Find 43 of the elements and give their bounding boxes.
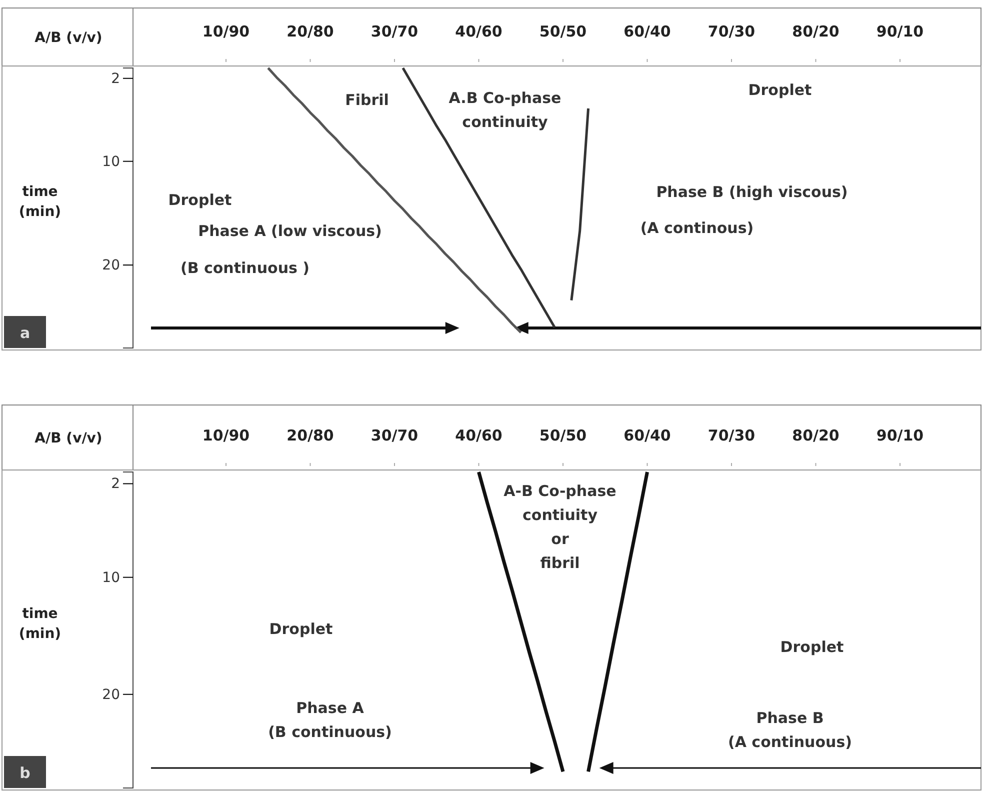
x-tick-label: 20/80 (286, 426, 334, 445)
y-tick-label: 10 (102, 570, 120, 586)
annotation: Phase B (A continuous) (728, 709, 852, 751)
x-axis-title: A/B (v/v) (34, 430, 102, 446)
annotation: Droplet (269, 620, 333, 638)
annotation: (B continuous ) (180, 259, 310, 277)
y-tick-label: 10 (102, 154, 120, 170)
y-tick-label: 2 (111, 476, 120, 492)
x-axis-title: A/B (v/v) (34, 30, 102, 46)
y-axis-title: time (min) (18, 184, 62, 220)
x-tick-label: 60/40 (624, 426, 671, 445)
text: a (20, 324, 30, 342)
x-tick-label: 30/70 (370, 22, 418, 41)
x-tick-label: 40/60 (455, 426, 502, 445)
x-tick-label: 20/80 (286, 22, 334, 41)
x-tick-label: 90/10 (876, 426, 924, 445)
x-tick-label: 50/50 (539, 22, 587, 41)
y-tick-label: 20 (102, 686, 120, 703)
annotation: (A continous) (640, 219, 754, 237)
annotation: Droplet (748, 81, 812, 99)
y-axis-title: time (min) (18, 606, 62, 642)
annotation: Phase B (high viscous) (656, 183, 848, 201)
x-tick-label: 10/90 (202, 22, 250, 41)
x-tick-label: 90/10 (876, 22, 924, 41)
annotation: Phase A (low viscous) (198, 222, 382, 240)
x-tick-label: 10/90 (202, 426, 250, 445)
text: b (20, 764, 31, 782)
x-tick-label: 40/60 (455, 22, 502, 41)
x-tick-label: 30/70 (370, 426, 418, 445)
annotation: A-B Co-phase contiuity or fibril (504, 482, 616, 572)
x-tick-label: 70/30 (708, 22, 756, 41)
annotation: Phase A (B continuous) (268, 699, 392, 741)
annotation: A.B Co-phase continuity (448, 89, 562, 131)
y-tick-label: 2 (111, 70, 120, 87)
annotation: Fibril (345, 91, 389, 109)
x-tick-label: 50/50 (539, 426, 587, 445)
x-tick-label: 80/20 (792, 426, 840, 445)
x-tick-label: 60/40 (624, 22, 671, 41)
annotation: Droplet (780, 638, 844, 656)
y-tick-label: 20 (102, 258, 120, 274)
annotation: Droplet (168, 191, 232, 209)
x-tick-label: 70/30 (708, 426, 756, 445)
x-tick-label: 80/20 (792, 22, 840, 41)
